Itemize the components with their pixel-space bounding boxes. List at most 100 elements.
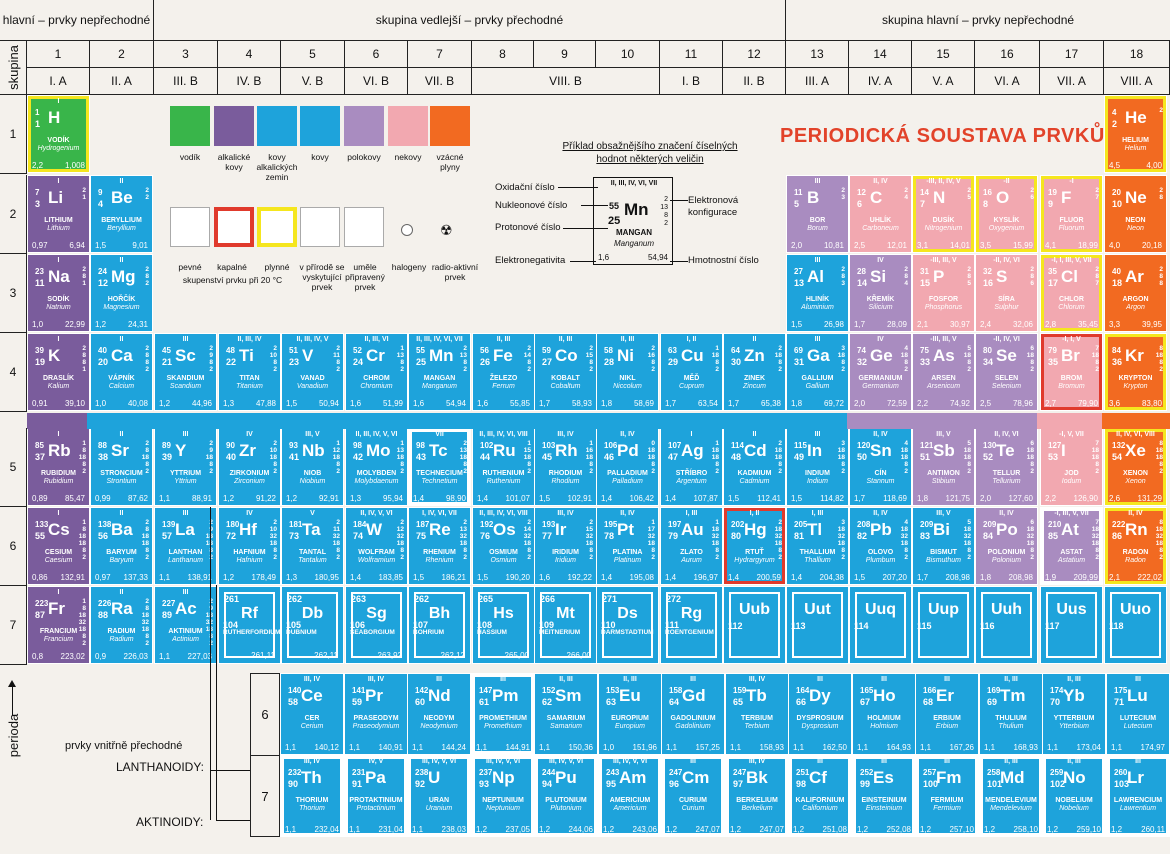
element-cell-te[interactable]: II, IV, VI 130 52 Te TELLUR Tellurium 2,0 127,6… — [975, 428, 1038, 506]
element-cell-pm[interactable]: III 147 61 Pm PROMETHIUM Promethium 1,1 144,91 — [471, 673, 535, 755]
element-cell-mo[interactable]: II, III, IV, V, VI 98 42 Mo MOLYBDEN Molybdae… — [345, 428, 408, 506]
element-cell-u[interactable]: III, IV, V, VI 238 92 U URAN Uranium 1,1 238,03 — [407, 755, 471, 837]
element-cell-rh[interactable]: III, IV 103 45 Rh RHODIUM Rhodium 1,5 102,91 1 1… — [534, 428, 597, 506]
element-cell-lr[interactable]: III 260 103 Lr LAWRENCIUM Lawrentium 1,2 260,11 — [1106, 755, 1170, 837]
element-cell-rb[interactable]: I 85 37 Rb RUBIDIUM Rubidium 0,89 85,47 1 8 18 8… — [27, 428, 90, 506]
element-cell-s[interactable]: -II, IV, VI 32 16 S SÍRA Sulphur 2,4 32,06 2 8 6 — [975, 254, 1038, 332]
element-cell-pa[interactable]: IV, V 231 91 Pa PROTAKTINIUM Protactinium 1,1 2… — [344, 755, 408, 837]
element-cell-uuo[interactable]: Uuo 118 — [1104, 586, 1167, 664]
element-cell-sm[interactable]: II, III 152 62 Sm SAMARIUM Samarium 1,1 150,36 — [534, 673, 598, 755]
element-cell-mt[interactable]: 266 Mt 109 MEITNERIUM 266,00 — [534, 586, 597, 664]
element-cell-ta[interactable]: V 181 73 Ta TANTAL Tantalum 1,3 180,95 2 11 32 1… — [281, 507, 344, 585]
element-cell-ra[interactable]: II 226 88 Ra RADIUM Radium 0,9 226,03 2 8 18 32 … — [90, 586, 153, 664]
element-cell-ds[interactable]: 271 Ds 110 DARMSTADTIUM — [596, 586, 659, 664]
element-cell-fe[interactable]: II, III 56 26 Fe ŽELEZO Ferrum 1,6 55,85 2 14 8 … — [472, 333, 535, 411]
element-cell-ho[interactable]: III 165 67 Ho HOLMIUM Holmium 1,1 164,93 — [852, 673, 916, 755]
element-cell-cl[interactable]: -I, I, III, V, VII 35 17 Cl CHLOR Chlorum 2,8 3… — [1040, 254, 1103, 332]
element-cell-hf[interactable]: IV 180 72 Hf HAFNIUM Hafnium 1,2 178,49 2 10 32 … — [218, 507, 281, 585]
element-cell-tc[interactable]: VII 98 43 Tc TECHNECIUM Technetium 1,4 98,90 2 1… — [408, 428, 471, 506]
element-cell-fm[interactable]: III 257 100 Fm FERMIUM Fermium 1,2 257,10 — [915, 755, 979, 837]
element-cell-be[interactable]: II 9 4 Be BERYLLIUM Beryllium 1,5 9,01 2 2 — [90, 175, 153, 253]
element-cell-nd[interactable]: III 142 60 Nd NEODYM Neodymium 1,1 144,24 — [407, 673, 471, 755]
element-cell-er[interactable]: III 166 68 Er ERBIUM Erbium 1,1 167,26 — [915, 673, 979, 755]
element-cell-uus[interactable]: Uus 117 — [1040, 586, 1103, 664]
element-cell-y[interactable]: III 89 39 Y YTTRIUM Yttrium 1,1 88,91 2 9 18 8 2 — [154, 428, 217, 506]
element-cell-pd[interactable]: II, IV 106 46 Pd PALLADIUM Palladium 1,4 106,42… — [596, 428, 659, 506]
element-cell-li[interactable]: I 7 3 Li LITHIUM Lithium 0,97 6,94 2 1 — [27, 175, 90, 253]
element-cell-mn[interactable]: II, III, IV, VI, VII 55 25 Mn MANGAN Manganum… — [408, 333, 471, 411]
element-cell-yb[interactable]: II, III 174 70 Yb YTTERBIUM Ytterbium 1,1 173,0… — [1042, 673, 1106, 755]
element-cell-sn[interactable]: II, IV 120 50 Sn CÍN Stannum 1,7 118,69 4 18 18 … — [849, 428, 912, 506]
element-cell-mg[interactable]: II 24 12 Mg HOŘČÍK Magnesium 1,2 24,31 2 8 2 — [90, 254, 153, 332]
element-cell-c[interactable]: II, IV 12 6 C UHLÍK Carboneum 2,5 12,01 2 4 — [849, 175, 912, 253]
element-cell-uup[interactable]: Uup 115 — [912, 586, 975, 664]
element-cell-nb[interactable]: III, V 93 41 Nb NIOB Niobium 1,2 92,91 1 12 18 8… — [281, 428, 344, 506]
element-cell-b[interactable]: III 11 5 B BOR Borum 2,0 10,81 2 3 — [786, 175, 849, 253]
element-cell-zr[interactable]: IV 90 40 Zr ZIRKONIUM Zirconium 1,2 91,22 2 10 1… — [218, 428, 281, 506]
element-cell-n[interactable]: -III, II, IV, V 14 7 N DUSÍK Nitrogenium 3,1 14… — [912, 175, 975, 253]
element-cell-db[interactable]: 262 Db 105 DUBNIUM 262,11 — [281, 586, 344, 664]
element-cell-tm[interactable]: II, III 169 69 Tm THULIUM Thulium 1,1 168,93 — [979, 673, 1043, 755]
element-cell-as[interactable]: -III, III, V 75 33 As ARSEN Arsenicum 2,2 74,92… — [912, 333, 975, 411]
element-cell-ce[interactable]: III, IV 140 58 Ce CER Cerium 1,1 140,12 — [280, 673, 344, 755]
element-cell-ba[interactable]: II 138 56 Ba BARYUM Baryum 0,97 137,33 2 8 18 18… — [90, 507, 153, 585]
element-cell-tl[interactable]: I, III 205 81 Tl THALLIUM Thallium 1,4 204,38 3 … — [786, 507, 849, 585]
element-cell-zn[interactable]: II 64 30 Zn ZINEK Zincum 1,7 65,38 2 18 8 2 — [723, 333, 786, 411]
element-cell-hg[interactable]: I, II 202 80 Hg RTUŤ Hydrargyrum 1,4 200,59 2 18… — [723, 507, 786, 585]
element-cell-ar[interactable]: 40 18 Ar ARGON Argon 3,3 39,95 2 8 8 — [1104, 254, 1167, 332]
element-cell-sr[interactable]: II 88 38 Sr STRONCIUM Strontium 0,99 87,62 2 8 1… — [90, 428, 153, 506]
element-cell-co[interactable]: II, III 59 27 Co KOBALT Cobaltum 1,7 58,93 2 15 … — [534, 333, 597, 411]
element-cell-lu[interactable]: III 175 71 Lu LUTECIUM Lutecium 1,1 174,97 — [1106, 673, 1170, 755]
element-cell-bi[interactable]: III, V 209 83 Bi BISMUT Bismuthum 1,7 208,98 5 1… — [912, 507, 975, 585]
element-cell-p[interactable]: -III, III, V 31 15 P FOSFOR Phosphorus 2,1 30,9… — [912, 254, 975, 332]
element-cell-uuq[interactable]: Uuq 114 — [849, 586, 912, 664]
element-cell-he[interactable]: 4 2 He HELIUM Helium 4,5 4,00 2 — [1104, 95, 1167, 173]
element-cell-os[interactable]: II, III, IV, VI, VIII 192 76 Os OSMIUM Osmium… — [472, 507, 535, 585]
element-cell-na[interactable]: I 23 11 Na SODÍK Natrium 1,0 22,99 2 8 1 — [27, 254, 90, 332]
element-cell-no[interactable]: II, III 259 102 No NOBELIUM Nobelium 1,2 259,10 — [1042, 755, 1106, 837]
element-cell-ne[interactable]: 20 10 Ne NEON Neon 4,0 20,18 2 8 — [1104, 175, 1167, 253]
element-cell-pt[interactable]: II, IV 195 78 Pt PLATINA Platinum 1,4 195,08 1 1… — [596, 507, 659, 585]
element-cell-sb[interactable]: III, V 121 51 Sb ANTIMON Stibium 1,8 121,75 5 18… — [912, 428, 975, 506]
element-cell-dy[interactable]: III 164 66 Dy DYSPROSIUM Dysprosium 1,1 162,50 — [788, 673, 852, 755]
element-cell-np[interactable]: III, IV, V, VI 237 93 Np NEPTUNIUM Neptunium 1… — [471, 755, 535, 837]
element-cell-th[interactable]: III, IV 232 90 Th THORIUM Thorium 1,1 232,04 — [280, 755, 344, 837]
element-cell-cr[interactable]: II, III, VI 52 24 Cr CHROM Chromium 1,6 51,99 1 … — [345, 333, 408, 411]
element-cell-sc[interactable]: III 45 21 Sc SKANDIUM Scandium 1,2 44,96 2 9 8 2 — [154, 333, 217, 411]
element-cell-rf[interactable]: 261 Rf 104 RUTHERFORDIUM 261,11 — [218, 586, 281, 664]
element-cell-o[interactable]: -II 16 8 O KYSLÍK Oxygenium 3,5 15,99 2 6 — [975, 175, 1038, 253]
element-cell-rn[interactable]: II, IV 222 86 Rn RADON Radon 2,1 222,02 8 18 32 … — [1104, 507, 1167, 585]
element-cell-uuh[interactable]: Uuh 116 — [975, 586, 1038, 664]
element-cell-au[interactable]: I, III 197 79 Au ZLATO Aurum 1,4 196,97 1 18 32 … — [660, 507, 723, 585]
element-cell-kr[interactable]: 84 36 Kr KRYPTON Krypton 3,6 83,80 8 18 8 2 — [1104, 333, 1167, 411]
element-cell-si[interactable]: IV 28 14 Si KŘEMÍK Silicium 1,7 28,09 2 8 4 — [849, 254, 912, 332]
element-cell-tb[interactable]: III, IV 159 65 Tb TERBIUM Terbium 1,1 158,93 — [725, 673, 789, 755]
element-cell-rg[interactable]: 272 Rg 111 ROENTGENIUM — [660, 586, 723, 664]
element-cell-ru[interactable]: II, III, IV, VI, VIII 102 44 Ru RUTHENIUM Rut… — [472, 428, 535, 506]
element-cell-se[interactable]: -II, IV, VI 80 34 Se SELEN Selenium 2,5 78,96 6 … — [975, 333, 1038, 411]
element-cell-cd[interactable]: II 114 48 Cd KADMIUM Cadmium 1,5 112,41 2 18 18 … — [723, 428, 786, 506]
element-cell-ge[interactable]: IV 74 32 Ge GERMANIUM Germanium 2,0 72,59 4 18 8… — [849, 333, 912, 411]
element-cell-al[interactable]: III 27 13 Al HLINÍK Aluminium 1,5 26,98 2 8 3 — [786, 254, 849, 332]
element-cell-sg[interactable]: 263 Sg 106 SEABORGIUM 263,92 — [345, 586, 408, 664]
element-cell-hs[interactable]: 265 Hs 108 HASSIUM 265,00 — [472, 586, 535, 664]
element-cell-gd[interactable]: III 158 64 Gd GADOLINIUM Gadolinium 1,1 157,25 — [661, 673, 725, 755]
element-cell-pb[interactable]: II, IV 208 82 Pb OLOVO Plumbum 1,5 207,20 4 18 3… — [849, 507, 912, 585]
element-cell-uut[interactable]: Uut 113 — [786, 586, 849, 664]
element-cell-fr[interactable]: I 223 87 Fr FRANCIUM Francium 0,8 223,02 1 8 18 … — [27, 586, 90, 664]
element-cell-bh[interactable]: 262 Bh 107 BOHRIUM 262,12 — [408, 586, 471, 664]
element-cell-cf[interactable]: III 251 98 Cf KALIFORNIUM Californium 1,2 251,0… — [788, 755, 852, 837]
element-cell-ti[interactable]: II, III, IV 48 22 Ti TITAN Titanium 1,3 47,88 2 … — [218, 333, 281, 411]
element-cell-po[interactable]: II, IV 209 84 Po POLONIUM Polonium 1,8 208,98 6 … — [975, 507, 1038, 585]
element-cell-re[interactable]: I, IV, VI, VII 187 75 Re RHENIUM Rhenium 1,5 18… — [408, 507, 471, 585]
element-cell-h[interactable]: I 1 1 H VODÍK Hydrogenium 2,2 1,008 — [27, 95, 90, 173]
element-cell-cs[interactable]: I 133 55 Cs CESIUM Caesium 0,86 132,91 1 8 18 18… — [27, 507, 90, 585]
element-cell-eu[interactable]: II, III 153 63 Eu EUROPIUM Europium 1,0 151,96 — [598, 673, 662, 755]
element-cell-k[interactable]: I 39 19 K DRASLÍK Kalium 0,91 39,10 2 8 8 1 — [27, 333, 90, 411]
element-cell-ir[interactable]: III, IV 193 77 Ir IRIDIUM Iridium 1,6 192,22 2 1… — [534, 507, 597, 585]
element-cell-am[interactable]: III, IV, V, VI 243 95 Am AMERICIUM Americium 1… — [598, 755, 662, 837]
element-cell-i[interactable]: -I, V, VII 127 53 I JOD Iodum 2,2 126,90 7 18 18… — [1040, 428, 1103, 506]
element-cell-pr[interactable]: III, IV 141 59 Pr PRASEODYM Praseodymium 1,1 14… — [344, 673, 408, 755]
